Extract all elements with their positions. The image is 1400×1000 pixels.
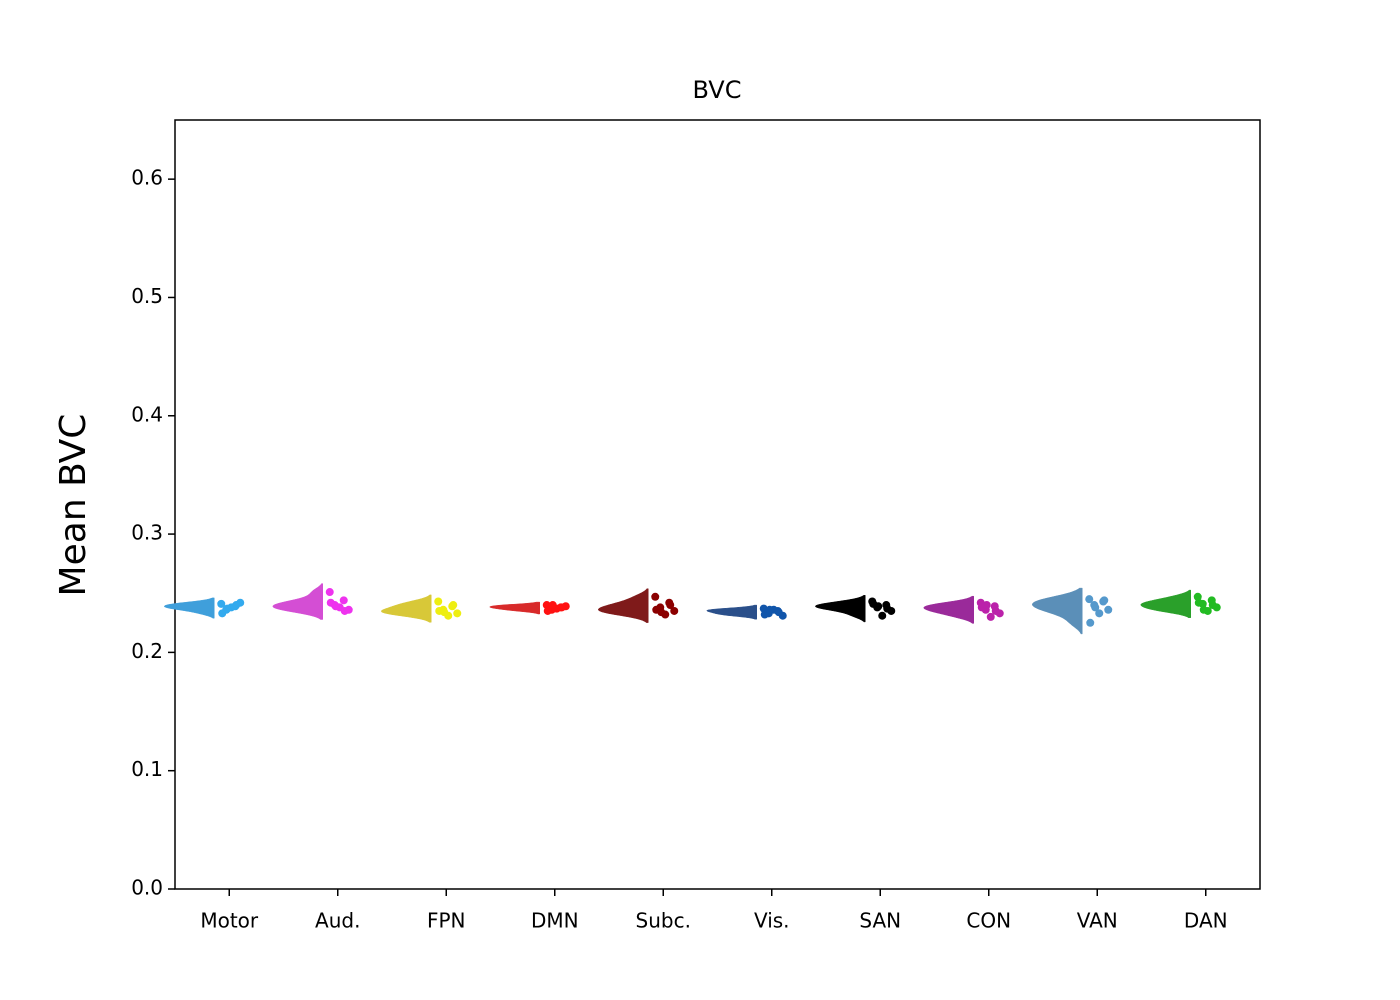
data-point: [325, 588, 334, 597]
data-point: [440, 608, 449, 617]
violin: [164, 597, 215, 619]
x-tick-label: DMN: [531, 909, 579, 933]
data-point: [542, 601, 551, 610]
data-point: [651, 592, 660, 601]
data-point: [1199, 605, 1208, 614]
violin: [598, 588, 649, 623]
violin: [1032, 587, 1083, 635]
data-point: [982, 601, 991, 610]
data-point: [453, 609, 462, 618]
data-point: [883, 604, 892, 613]
data-point: [759, 604, 768, 613]
violin: [706, 604, 757, 620]
data-point: [1085, 595, 1094, 604]
violin: [1140, 589, 1191, 618]
violin: [489, 601, 540, 615]
y-tick-label: 0.3: [131, 521, 163, 545]
x-tick-label: FPN: [427, 909, 466, 933]
data-point: [339, 596, 348, 605]
data-point: [331, 602, 340, 611]
data-point: [1208, 601, 1217, 610]
data-point: [1104, 605, 1113, 614]
chart-title: BVC: [693, 76, 742, 104]
data-point: [670, 606, 679, 615]
data-point: [217, 599, 226, 608]
data-point: [557, 603, 566, 612]
data-point: [218, 609, 227, 618]
x-tick-label: Motor: [200, 909, 259, 933]
y-tick-label: 0.4: [131, 402, 163, 426]
data-point: [1091, 603, 1100, 612]
violin: [815, 595, 866, 623]
y-tick-label: 0.5: [131, 284, 163, 308]
data-point: [760, 610, 769, 619]
violin: [923, 595, 974, 624]
y-tick-label: 0.0: [131, 876, 163, 900]
data-point: [434, 597, 443, 606]
data-point: [1086, 618, 1095, 627]
x-tick-label: Vis.: [754, 909, 790, 933]
data-point: [986, 612, 995, 621]
data-point: [1100, 596, 1109, 605]
data-point: [1095, 609, 1104, 618]
y-axis-label: Mean BVC: [53, 414, 94, 597]
data-point: [1193, 592, 1202, 601]
data-point: [765, 605, 774, 614]
data-point: [991, 606, 1000, 615]
plot-frame: [174, 119, 1261, 890]
data-point: [340, 606, 349, 615]
x-tick-label: Subc.: [636, 909, 691, 933]
data-point: [223, 604, 232, 613]
y-tick-label: 0.2: [131, 639, 163, 663]
violin: [381, 594, 432, 623]
x-tick-label: CON: [966, 909, 1011, 933]
data-point: [449, 601, 458, 610]
x-tick-label: VAN: [1077, 909, 1118, 933]
data-point: [1194, 598, 1203, 607]
data-point: [666, 601, 675, 610]
violin: [272, 583, 323, 620]
data-point: [878, 611, 887, 620]
x-tick-label: DAN: [1184, 909, 1228, 933]
data-point: [548, 601, 557, 610]
y-tick-label: 0.6: [131, 166, 163, 190]
y-tick-label: 0.1: [131, 757, 163, 781]
x-tick-label: Aud.: [315, 909, 360, 933]
data-point: [232, 601, 241, 610]
data-point: [657, 608, 666, 617]
data-point: [543, 606, 552, 615]
x-tick-label: SAN: [859, 909, 901, 933]
data-point: [874, 602, 883, 611]
data-point: [774, 608, 783, 617]
